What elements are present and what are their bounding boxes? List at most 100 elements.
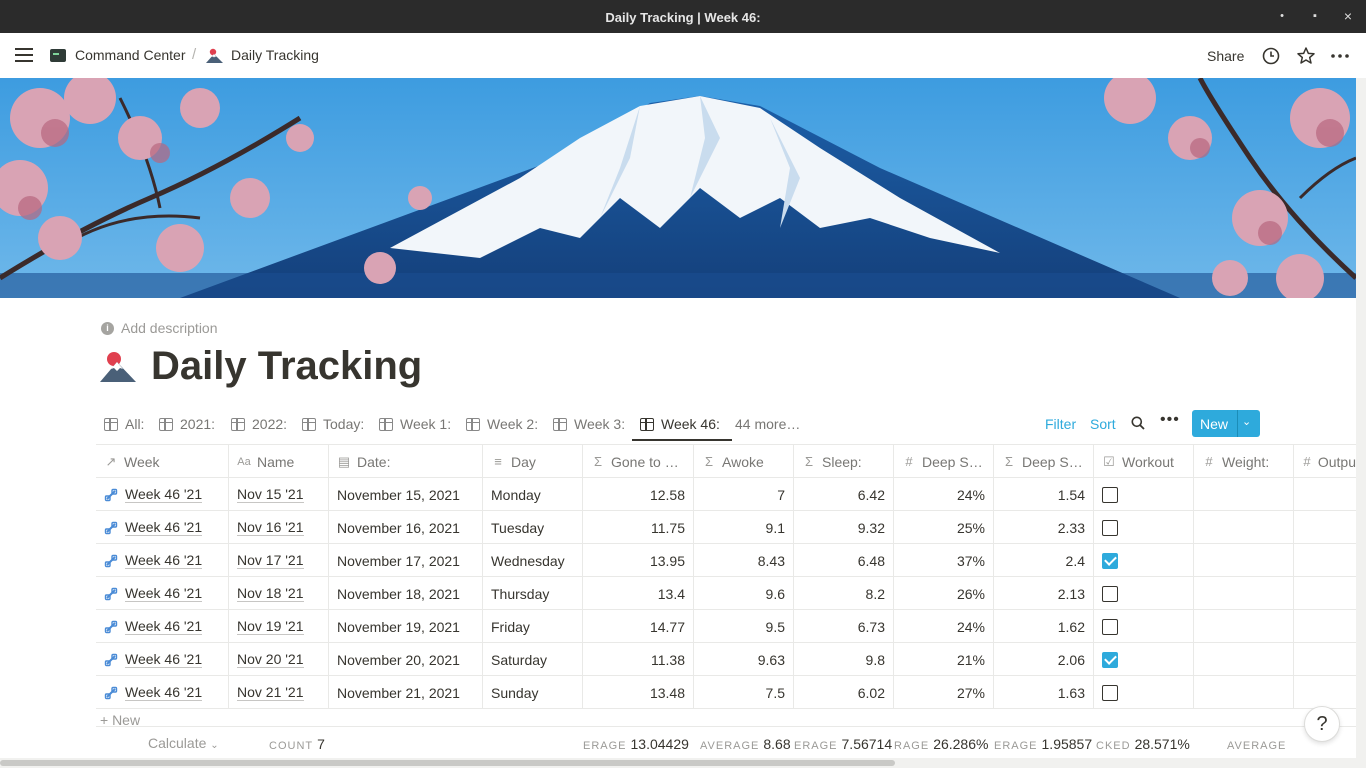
table-row[interactable]: Week 46 '21 Nov 18 '21 November 18, 2021…	[96, 577, 1356, 610]
column-header-day[interactable]: ≡ Day	[483, 445, 583, 478]
horizontal-scrollbar[interactable]	[0, 758, 1356, 768]
deep-sleep-pct-average[interactable]: RAGE 26.286%	[894, 736, 988, 752]
awoke-cell[interactable]: 7	[694, 478, 794, 511]
date-cell[interactable]: November 17, 2021	[329, 544, 483, 577]
column-header-awoke[interactable]: Σ Awoke	[694, 445, 794, 478]
sleep-cell[interactable]: 8.2	[794, 577, 894, 610]
deep-sleep-hrs-cell[interactable]: 2.06	[994, 643, 1094, 676]
weight-cell[interactable]	[1194, 610, 1294, 643]
name-cell[interactable]: Nov 15 '21	[229, 478, 329, 511]
menu-icon[interactable]	[15, 48, 33, 62]
column-header-deep-sleep-hrs[interactable]: Σ Deep S…	[994, 445, 1094, 478]
output-cell[interactable]	[1294, 511, 1356, 544]
minimize-button[interactable]: •	[1280, 10, 1284, 22]
view-options-icon[interactable]: •••	[1160, 411, 1180, 428]
workout-percent-checked[interactable]: CKED 28.571%	[1096, 736, 1190, 752]
sort-button[interactable]: Sort	[1090, 416, 1116, 432]
deep-sleep-hrs-average[interactable]: ERAGE 1.95857	[994, 736, 1092, 752]
deep-sleep-hrs-cell[interactable]: 1.63	[994, 676, 1094, 709]
deep-sleep-pct-cell[interactable]: 26%	[894, 577, 994, 610]
share-button[interactable]: Share	[1207, 48, 1245, 64]
date-cell[interactable]: November 16, 2021	[329, 511, 483, 544]
weight-cell[interactable]	[1194, 676, 1294, 709]
day-cell[interactable]: Saturday	[483, 643, 583, 676]
weight-cell[interactable]	[1194, 577, 1294, 610]
tab-week-2[interactable]: Week 2:	[466, 416, 538, 432]
weight-cell[interactable]	[1194, 511, 1294, 544]
weight-cell[interactable]	[1194, 643, 1294, 676]
column-header-workout[interactable]: ☑ Workout	[1094, 445, 1194, 478]
weight-cell[interactable]	[1194, 544, 1294, 577]
deep-sleep-pct-cell[interactable]: 37%	[894, 544, 994, 577]
day-cell[interactable]: Wednesday	[483, 544, 583, 577]
column-header-week[interactable]: ↗ Week	[96, 445, 229, 478]
deep-sleep-pct-cell[interactable]: 21%	[894, 643, 994, 676]
column-header-name[interactable]: Aa Name	[229, 445, 329, 478]
gone-to-cell[interactable]: 14.77	[583, 610, 694, 643]
mount-fuji-icon[interactable]	[100, 350, 136, 382]
workout-checkbox[interactable]	[1102, 486, 1118, 503]
deep-sleep-pct-cell[interactable]: 27%	[894, 676, 994, 709]
deep-sleep-hrs-cell[interactable]: 1.54	[994, 478, 1094, 511]
deep-sleep-hrs-cell[interactable]: 2.4	[994, 544, 1094, 577]
awoke-cell[interactable]: 9.5	[694, 610, 794, 643]
name-cell[interactable]: Nov 18 '21	[229, 577, 329, 610]
row-title[interactable]: Nov 16 '21	[237, 519, 304, 536]
column-header-output[interactable]: # Outpu	[1294, 445, 1356, 478]
more-views-button[interactable]: 44 more…	[735, 416, 801, 432]
awoke-cell[interactable]: 8.43	[694, 544, 794, 577]
week-cell[interactable]: Week 46 '21	[96, 610, 229, 643]
name-cell[interactable]: Nov 19 '21	[229, 610, 329, 643]
column-header-date[interactable]: ▤ Date:	[329, 445, 483, 478]
gone-to-cell[interactable]: 13.95	[583, 544, 694, 577]
awoke-cell[interactable]: 9.6	[694, 577, 794, 610]
output-cell[interactable]	[1294, 643, 1356, 676]
sleep-cell[interactable]: 6.42	[794, 478, 894, 511]
week-cell[interactable]: Week 46 '21	[96, 643, 229, 676]
day-cell[interactable]: Friday	[483, 610, 583, 643]
day-cell[interactable]: Sunday	[483, 676, 583, 709]
deep-sleep-hrs-cell[interactable]: 2.33	[994, 511, 1094, 544]
week-link[interactable]: Week 46 '21	[125, 519, 203, 536]
week-link[interactable]: Week 46 '21	[125, 552, 203, 569]
sleep-cell[interactable]: 9.32	[794, 511, 894, 544]
chevron-down-icon[interactable]: ⌄	[1242, 416, 1252, 428]
workout-checkbox[interactable]	[1102, 684, 1118, 701]
breadcrumb-command-center[interactable]: Command Center	[50, 47, 186, 63]
column-header-sleep[interactable]: Σ Sleep:	[794, 445, 894, 478]
week-link[interactable]: Week 46 '21	[125, 651, 203, 668]
awoke-cell[interactable]: 9.1	[694, 511, 794, 544]
tab-2021[interactable]: 2021:	[159, 416, 215, 432]
page-title[interactable]: Daily Tracking	[151, 344, 423, 388]
day-cell[interactable]: Tuesday	[483, 511, 583, 544]
deep-sleep-pct-cell[interactable]: 25%	[894, 511, 994, 544]
maximize-button[interactable]: ▪	[1313, 10, 1317, 22]
sleep-average[interactable]: ERAGE 7.56714	[794, 736, 892, 752]
awoke-average[interactable]: AVERAGE 8.68	[700, 736, 791, 752]
date-cell[interactable]: November 15, 2021	[329, 478, 483, 511]
deep-sleep-pct-cell[interactable]: 24%	[894, 610, 994, 643]
tab-2022[interactable]: 2022:	[231, 416, 287, 432]
table-row[interactable]: Week 46 '21 Nov 20 '21 November 20, 2021…	[96, 643, 1356, 676]
filter-button[interactable]: Filter	[1045, 416, 1077, 432]
deep-sleep-hrs-cell[interactable]: 2.13	[994, 577, 1094, 610]
date-cell[interactable]: November 19, 2021	[329, 610, 483, 643]
column-header-deep-sleep-pct[interactable]: # Deep S…	[894, 445, 994, 478]
output-cell[interactable]	[1294, 577, 1356, 610]
tab-all[interactable]: All:	[104, 416, 144, 432]
clock-icon[interactable]	[1261, 46, 1281, 66]
weight-cell[interactable]	[1194, 478, 1294, 511]
week-link[interactable]: Week 46 '21	[125, 618, 203, 635]
column-header-weight[interactable]: # Weight:	[1194, 445, 1294, 478]
table-row[interactable]: Week 46 '21 Nov 16 '21 November 16, 2021…	[96, 511, 1356, 544]
tab-week-46[interactable]: Week 46:	[640, 416, 720, 432]
awoke-cell[interactable]: 9.63	[694, 643, 794, 676]
tab-week-3[interactable]: Week 3:	[553, 416, 625, 432]
day-cell[interactable]: Monday	[483, 478, 583, 511]
output-cell[interactable]	[1294, 610, 1356, 643]
week-cell[interactable]: Week 46 '21	[96, 577, 229, 610]
vertical-scrollbar[interactable]	[1356, 78, 1366, 768]
gone-to-cell[interactable]: 11.38	[583, 643, 694, 676]
calculate-button[interactable]: Calculate ⌄	[148, 735, 219, 751]
column-header-gone-to[interactable]: Σ Gone to …	[583, 445, 694, 478]
